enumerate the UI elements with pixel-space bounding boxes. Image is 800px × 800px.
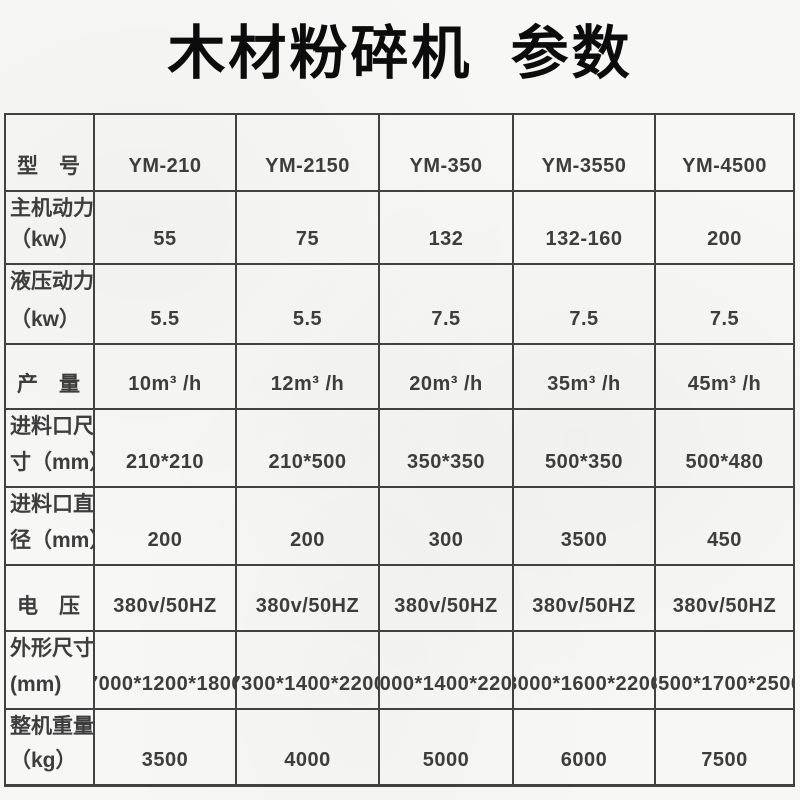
- row-label-inlet-size: 进料口尺 寸（mm）: [6, 410, 95, 488]
- spec-cell: 380v/50HZ: [514, 566, 656, 632]
- spec-table: 型 号 YM-210 YM-2150 YM-350 YM-3550 YM-450…: [4, 113, 795, 787]
- row-label-output: 产 量: [6, 345, 95, 410]
- spec-cell: 450: [656, 488, 795, 566]
- spec-cell: 7.5: [656, 265, 795, 345]
- spec-cell: 210*210: [95, 410, 237, 488]
- spec-cell: 132-160: [514, 192, 656, 265]
- row-label-line: 型 号: [17, 154, 80, 178]
- row-label-line: 进料口直: [10, 493, 94, 516]
- spec-cell: 8000*1600*2200: [514, 632, 656, 710]
- row-label-main-power: 主机动力 （kw）: [6, 192, 95, 265]
- row-label-line: 寸（mm）: [10, 450, 93, 474]
- spec-cell: 7.5: [380, 265, 514, 345]
- spec-cell: 7300*1400*2200: [237, 632, 380, 710]
- spec-cell: 35m³ /h: [514, 345, 656, 410]
- row-label-voltage: 电 压: [6, 566, 95, 632]
- row-label-line: 外形尺寸: [10, 637, 94, 660]
- spec-cell: 75: [237, 192, 380, 265]
- spec-cell: 3500: [514, 488, 656, 566]
- spec-cell: 200: [656, 192, 795, 265]
- row-label-line: （kw）: [10, 227, 81, 251]
- spec-cell: 380v/50HZ: [95, 566, 237, 632]
- spec-cell: 500*480: [656, 410, 795, 488]
- row-label-inlet-diameter: 进料口直 径（mm）: [6, 488, 95, 566]
- spec-cell: 200: [95, 488, 237, 566]
- row-label-line: （kg）: [10, 748, 77, 772]
- spec-cell: 6000: [514, 710, 656, 787]
- spec-cell: 5.5: [95, 265, 237, 345]
- spec-cell: 380v/50HZ: [656, 566, 795, 632]
- spec-cell: 210*500: [237, 410, 380, 488]
- spec-cell: 500*350: [514, 410, 656, 488]
- spec-cell: 350*350: [380, 410, 514, 488]
- spec-cell: 7500: [656, 710, 795, 787]
- row-label-line: 径（mm）: [10, 528, 93, 552]
- spec-cell: 4000: [237, 710, 380, 787]
- row-label-overall-dimensions: 外形尺寸 (mm): [6, 632, 95, 710]
- spec-cell-model: YM-4500: [656, 115, 795, 192]
- spec-cell: 8500*1700*2500: [656, 632, 795, 710]
- spec-cell: 20m³ /h: [380, 345, 514, 410]
- spec-cell-model: YM-2150: [237, 115, 380, 192]
- row-label-line: 整机重量: [10, 715, 94, 738]
- spec-cell: 5.5: [237, 265, 380, 345]
- spec-cell: 10m³ /h: [95, 345, 237, 410]
- row-label-line: 产 量: [17, 372, 80, 396]
- spec-cell: 132: [380, 192, 514, 265]
- spec-cell: 7.5: [514, 265, 656, 345]
- row-label-line: 液压动力: [10, 270, 94, 293]
- spec-cell: 7000*1200*1800: [95, 632, 237, 710]
- spec-cell-model: YM-350: [380, 115, 514, 192]
- spec-cell: 200: [237, 488, 380, 566]
- spec-cell: 380v/50HZ: [380, 566, 514, 632]
- spec-cell: 3500: [95, 710, 237, 787]
- row-label-hydraulic-power: 液压动力 （kw）: [6, 265, 95, 345]
- row-label-line: (mm): [10, 672, 62, 696]
- spec-cell: 5000: [380, 710, 514, 787]
- spec-cell-model: YM-3550: [514, 115, 656, 192]
- page-title: 木材粉碎机 参数: [167, 21, 633, 86]
- row-label-line: 进料口尺: [10, 415, 94, 438]
- row-label-line: 电 压: [17, 594, 80, 618]
- spec-cell: 12m³ /h: [237, 345, 380, 410]
- spec-cell-model: YM-210: [95, 115, 237, 192]
- spec-cell: 45m³ /h: [656, 345, 795, 410]
- spec-cell: 380v/50HZ: [237, 566, 380, 632]
- row-label-total-weight: 整机重量 （kg）: [6, 710, 95, 787]
- row-label-line: （kw）: [10, 307, 81, 331]
- spec-cell: 7000*1400*2200: [380, 632, 514, 710]
- row-label-model: 型 号: [6, 115, 95, 192]
- spec-cell: 55: [95, 192, 237, 265]
- row-label-line: 主机动力: [10, 197, 94, 220]
- spec-cell: 300: [380, 488, 514, 566]
